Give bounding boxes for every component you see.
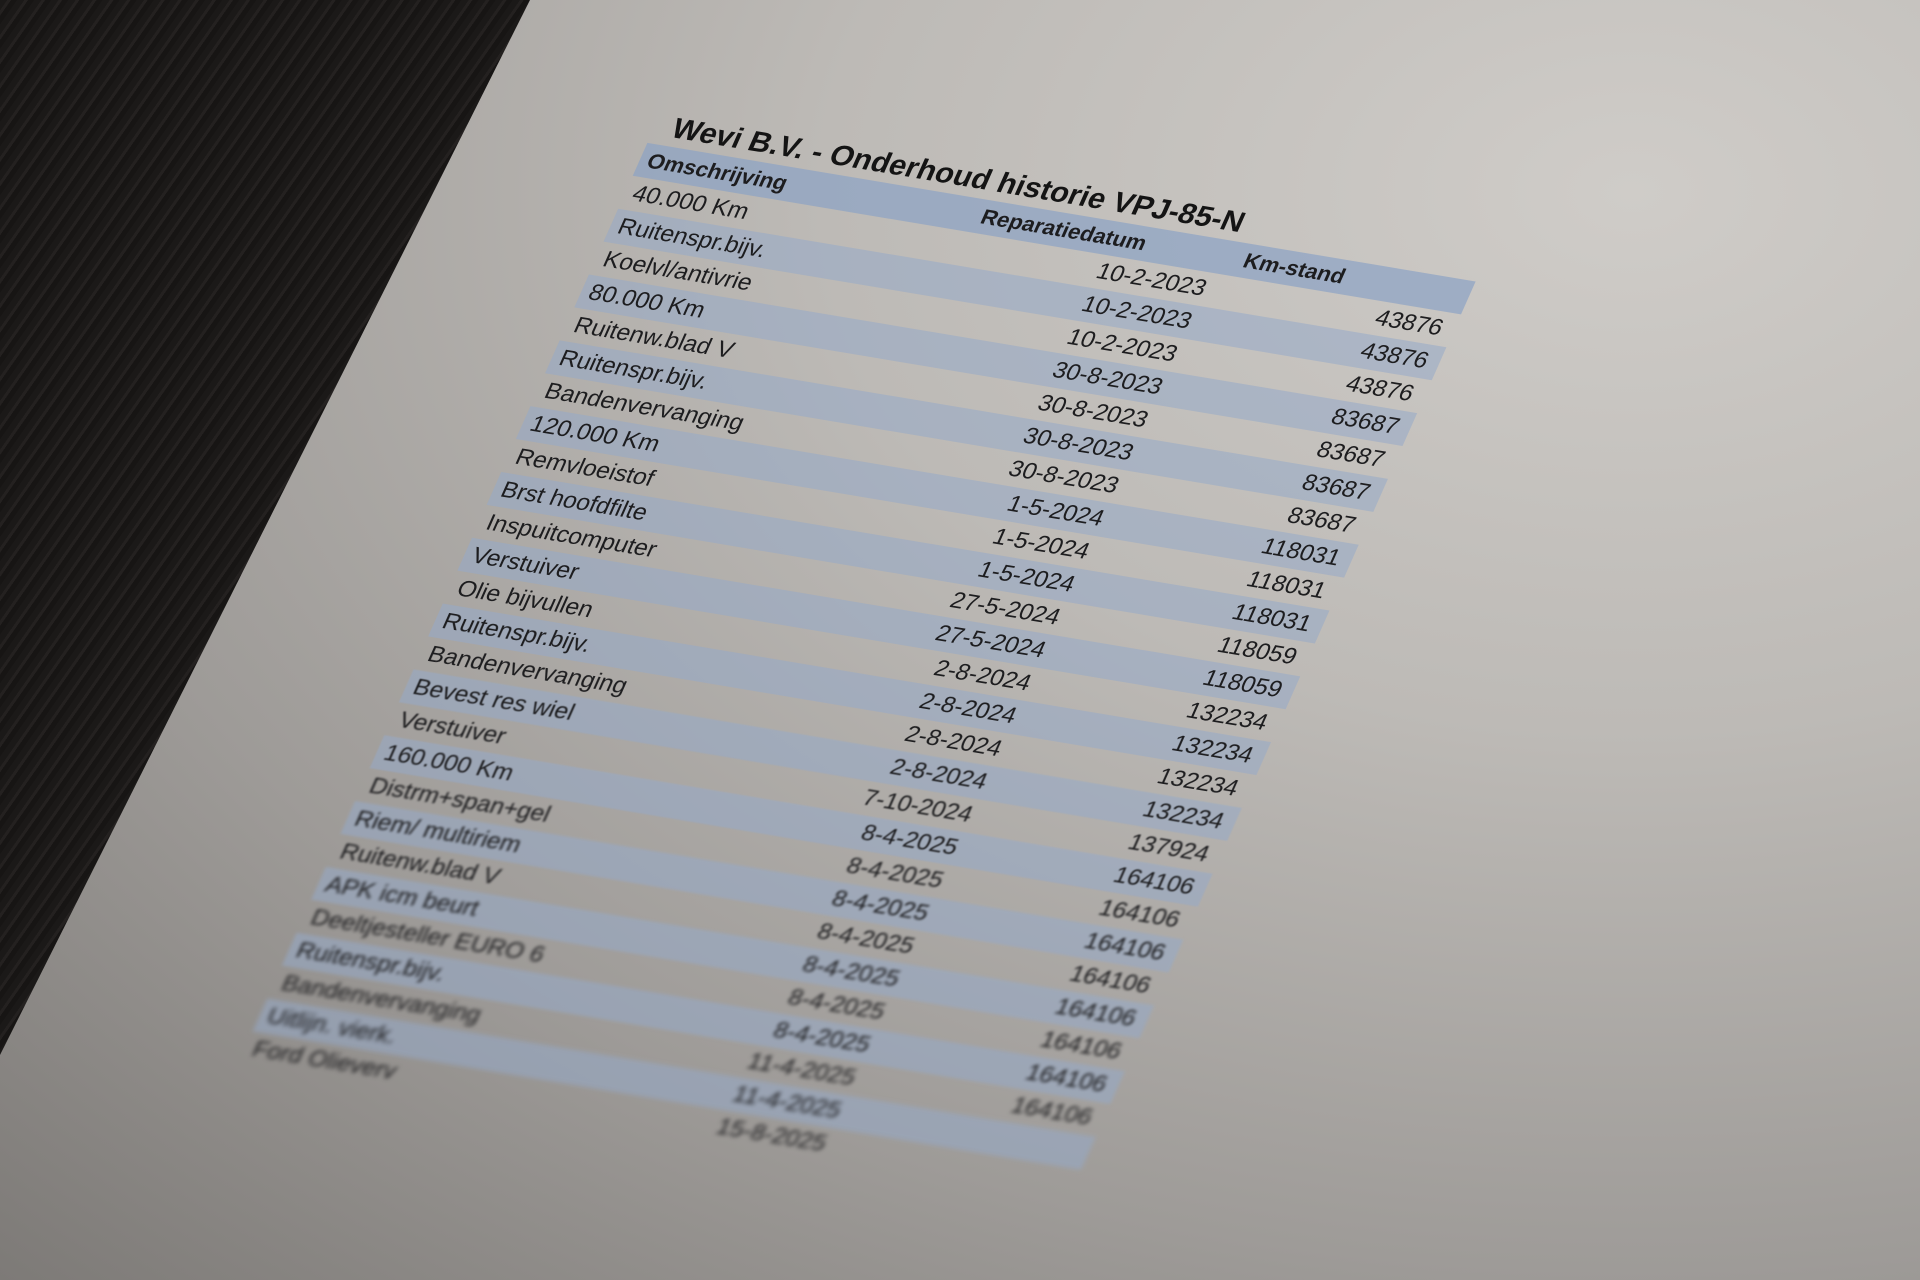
table-body: 40.000 Km 10-2-2023 43876 Ruitenspr.bijv. 10…: [238, 176, 1461, 1203]
maintenance-document: Wevi B.V. - Onderhoud historie VPJ-85-N …: [238, 110, 1490, 1203]
